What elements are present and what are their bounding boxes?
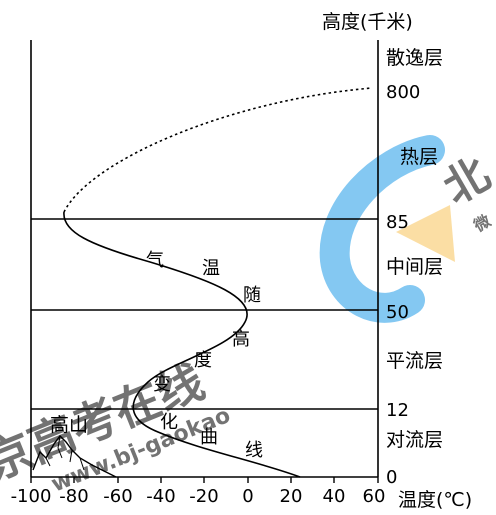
mountain-icon [32,434,117,478]
layer-name-troposphere: 对流层 [386,429,443,451]
temperature-tick-label: 40 [323,486,346,507]
temperature-tick-label: -100 [11,486,52,507]
altitude-tick-label: 800 [386,82,420,103]
curve-label-char: 变 [153,374,171,395]
layer-name-stratosphere: 平流层 [386,350,443,372]
y-axis-title: 高度(千米) [322,11,413,33]
layer-name-exosphere: 散逸层 [386,47,443,69]
layer-name-mesosphere: 中间层 [386,256,443,278]
temperature-curve-solid [63,211,301,478]
layer-name-thermosphere: 热层 [400,146,438,168]
altitude-tick-label: 85 [386,212,409,233]
temperature-curve-dashed [63,87,373,213]
curve-label-char: 线 [245,440,263,461]
curve-label: 气 温 随 高 度 变 化 曲 线 [146,250,263,461]
curve-label-char: 高 [232,329,250,350]
curve-label-char: 随 [243,285,261,306]
temperature-tick-label: 60 [363,486,386,507]
curve-label-char: 化 [160,412,178,433]
watermark-logo-small-text: 微 [470,211,495,236]
curve-label-char: 气 [146,250,164,271]
altitude-tick-label: 12 [386,400,409,421]
temperature-tick-label: -40 [146,486,175,507]
temperature-tick-label: -20 [189,486,218,507]
mountain-label: 高山 [50,414,88,436]
temperature-tick-label: 0 [242,486,253,507]
temperature-tick-label: 20 [280,486,303,507]
watermark-orange-shape [396,205,455,262]
temperature-tick-label: -60 [103,486,132,507]
temperature-tick-label: -80 [59,486,88,507]
curve-label-char: 度 [194,350,212,371]
temperature-tick-labels: -100 -80 -60 -40 -20 0 20 40 60 [11,486,386,507]
altitude-tick-label: 0 [386,467,397,488]
watermark-logo-text: 北 [435,148,496,214]
mountain-ridge-detail [45,435,85,471]
altitude-tick-label: 50 [386,302,409,323]
x-axis-title: 温度(℃) [398,489,472,511]
curve-label-char: 温 [202,258,220,279]
curve-label-char: 曲 [200,427,218,448]
temperature-tick-marks [30,477,379,483]
